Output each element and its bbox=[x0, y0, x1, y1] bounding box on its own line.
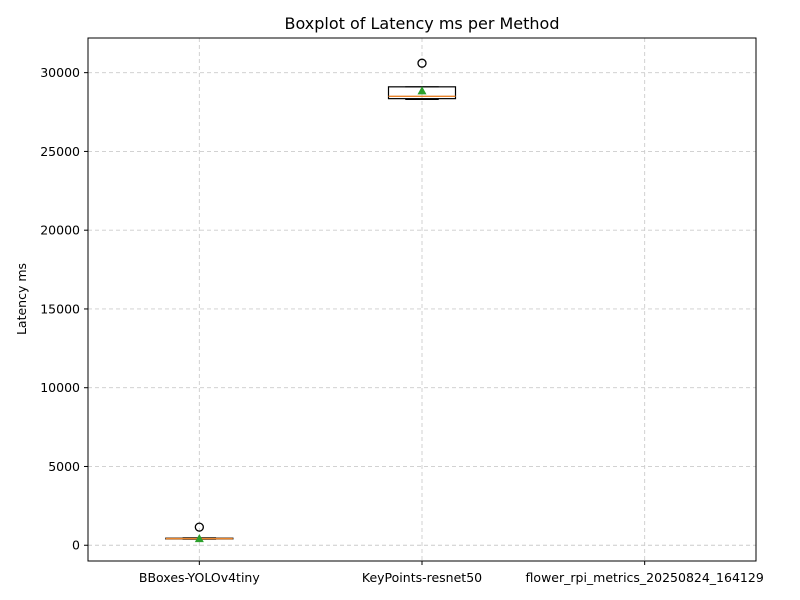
y-axis-label: Latency ms bbox=[14, 263, 29, 335]
y-tick-label: 15000 bbox=[40, 301, 80, 316]
y-tick-label: 10000 bbox=[40, 380, 80, 395]
x-tick-label: flower_rpi_metrics_20250824_164129 bbox=[526, 570, 764, 585]
outlier-point bbox=[417, 58, 427, 68]
y-tick-label: 0 bbox=[72, 538, 80, 553]
box-group bbox=[165, 522, 234, 543]
y-tick-label: 20000 bbox=[40, 223, 80, 238]
mean-marker bbox=[194, 533, 204, 543]
y-tick-label: 30000 bbox=[40, 65, 80, 80]
grid-layer bbox=[88, 38, 756, 561]
x-tick-label: KeyPoints-resnet50 bbox=[362, 570, 482, 585]
x-tick-label: BBoxes-YOLOv4tiny bbox=[139, 570, 260, 585]
chart-title: Boxplot of Latency ms per Method bbox=[284, 14, 559, 33]
mean-marker bbox=[417, 86, 427, 95]
box-group bbox=[387, 58, 457, 101]
y-tick-label: 25000 bbox=[40, 144, 80, 159]
plot-layer bbox=[165, 58, 457, 543]
y-tick-label: 5000 bbox=[48, 459, 80, 474]
axis-layer: 0 5000 10000 15000 20000 25000 30000 BBoxes-YOL… bbox=[40, 65, 764, 585]
outlier-point bbox=[194, 522, 204, 532]
